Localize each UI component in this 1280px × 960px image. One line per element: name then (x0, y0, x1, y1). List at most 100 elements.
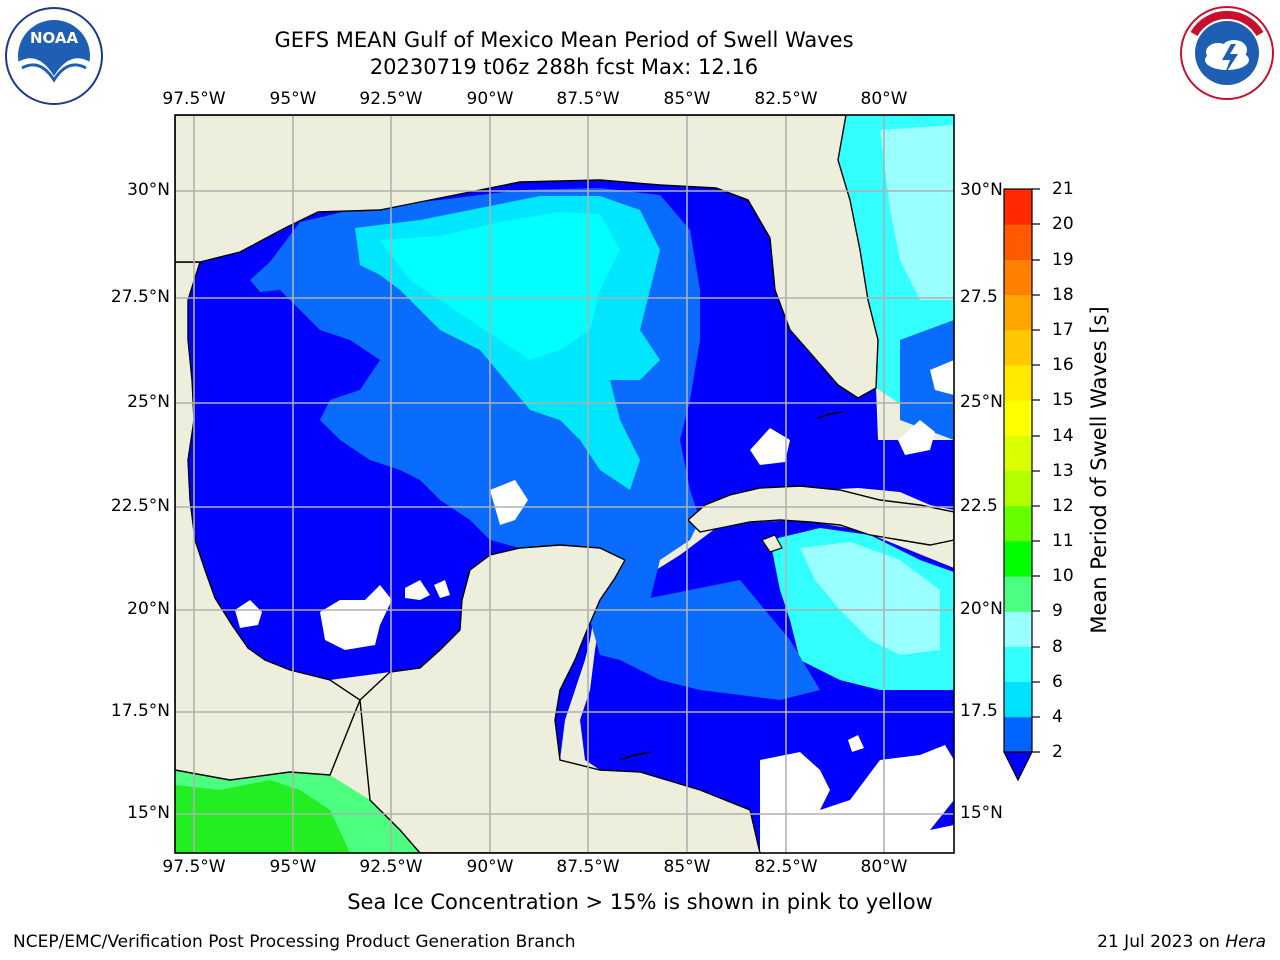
colorbar-tick-label: 2 (1052, 742, 1063, 762)
colorbar-tick-label: 6 (1052, 672, 1063, 692)
lat-tick-left: 17.5°N (110, 701, 170, 721)
colorbar-ticks (1032, 188, 1040, 753)
us-land (175, 115, 879, 399)
colorbar-tick-label: 20 (1052, 214, 1074, 234)
lat-tick-right: 25°N (960, 392, 1003, 412)
nodata-patch (320, 585, 392, 650)
footer-date: 21 Jul 2023 on Hera (1097, 932, 1266, 952)
colorbar-extend-low (1003, 751, 1033, 782)
lon-tick-top: 97.5°W (162, 89, 226, 109)
lat-tick-left: 30°N (127, 180, 170, 200)
colorbar-segment (1004, 576, 1032, 612)
colorbar (1004, 189, 1032, 753)
colorbar-label: Mean Period of Swell Waves [s] (1087, 306, 1111, 633)
mexico-west-land (175, 115, 361, 781)
colorbar-segment (1004, 681, 1032, 718)
colorbar-segment (1004, 540, 1032, 577)
footer-date-text: 21 Jul 2023 on (1097, 932, 1226, 952)
colorbar-tick-label: 19 (1052, 250, 1074, 270)
colorbar-tick-label: 4 (1052, 707, 1063, 727)
lon-tick-bottom: 95°W (269, 857, 317, 877)
colorbar-segment (1004, 646, 1032, 683)
nodata-patch (434, 580, 450, 598)
pacific-green-core (175, 780, 350, 853)
colorbar-segment (1004, 224, 1032, 260)
nodata-patch (750, 428, 790, 465)
colorbar-tick-label: 14 (1052, 426, 1074, 446)
lat-tick-left: 25°N (127, 392, 170, 412)
nodata-patch (490, 480, 528, 525)
atlantic-light-band (880, 125, 954, 300)
nodata-patch (930, 360, 954, 395)
lon-tick-bottom: 90°W (466, 857, 514, 877)
map-frame (174, 114, 955, 854)
colorbar-segment (1004, 611, 1032, 647)
colorbar-segment (1004, 716, 1032, 753)
colorbar-tick-label: 18 (1052, 285, 1074, 305)
isla-juventud-land (761, 534, 783, 553)
colorbar-segment (1004, 329, 1032, 366)
island-outline (619, 751, 651, 761)
sea-ice-note: Sea Ice Concentration > 15% is shown in … (347, 890, 933, 914)
noaa-logo: NOAA (5, 7, 103, 105)
cuba-land (686, 485, 954, 546)
nodata-patch (898, 420, 935, 455)
colorbar-tick-label: 17 (1052, 320, 1074, 340)
nws-logo (1180, 6, 1274, 100)
lon-tick-bottom: 97.5°W (162, 857, 226, 877)
colorbar-segment (1004, 294, 1032, 331)
nodata-patch (405, 580, 430, 600)
lon-tick-top: 95°W (269, 89, 317, 109)
lat-tick-right: 22.5 (960, 496, 998, 516)
lat-tick-right: 27.5 (960, 287, 998, 307)
lon-tick-bottom: 80°W (860, 857, 908, 877)
colorbar-tick-label: 12 (1052, 496, 1074, 516)
colorbar-tick-label: 15 (1052, 390, 1074, 410)
lon-tick-top: 85°W (663, 89, 711, 109)
lat-tick-left: 15°N (127, 803, 170, 823)
lon-tick-bottom: 85°W (663, 857, 711, 877)
lon-tick-bottom: 87.5°W (556, 857, 620, 877)
colorbar-segment (1004, 470, 1032, 507)
colorbar-tick-label: 13 (1052, 461, 1074, 481)
lat-tick-left: 22.5°N (110, 496, 170, 516)
colorbar-tick-label: 11 (1052, 531, 1074, 551)
lat-tick-left: 20°N (127, 599, 170, 619)
lon-tick-bottom: 82.5°W (754, 857, 818, 877)
map-area (175, 115, 954, 853)
lat-tick-right: 30°N (960, 180, 1003, 200)
colorbar-segment (1004, 364, 1032, 401)
map-grid (175, 115, 954, 853)
gulf-cyan-light (380, 212, 620, 360)
florida-keys (817, 411, 843, 419)
colorbar-tick-label: 9 (1052, 601, 1063, 621)
noaa-logo-text: NOAA (30, 29, 79, 47)
footer-machine: Hera (1225, 932, 1266, 952)
lat-tick-left: 27.5°N (110, 287, 170, 307)
lon-tick-top: 90°W (466, 89, 514, 109)
nodata-patch (235, 600, 262, 628)
lon-tick-top: 80°W (860, 89, 908, 109)
lat-tick-right: 15°N (960, 803, 1003, 823)
lon-tick-bottom: 92.5°W (359, 857, 423, 877)
chart-subtitle: 20230719 t06z 288h fcst Max: 12.16 (369, 55, 759, 79)
colorbar-segment (1004, 259, 1032, 296)
colorbar-tick-label: 21 (1052, 179, 1074, 199)
colorbar-tick-label: 16 (1052, 355, 1074, 375)
lon-tick-top: 87.5°W (556, 89, 620, 109)
lat-tick-right: 17.5 (960, 701, 998, 721)
nodata-patch (760, 745, 954, 853)
colorbar-segment (1004, 435, 1032, 471)
lon-tick-top: 82.5°W (754, 89, 818, 109)
colorbar-tick-label: 8 (1052, 637, 1063, 657)
caribbean-light-band (800, 542, 940, 655)
colorbar-tick-label: 10 (1052, 566, 1074, 586)
yucatan-land (359, 544, 761, 853)
footer-credit: NCEP/EMC/Verification Post Processing Pr… (13, 932, 576, 952)
chart-title: GEFS MEAN Gulf of Mexico Mean Period of … (274, 28, 854, 52)
colorbar-segment (1004, 189, 1032, 225)
colorbar-segment (1004, 400, 1032, 436)
nodata-patch (848, 735, 864, 752)
lon-tick-top: 92.5°W (359, 89, 423, 109)
